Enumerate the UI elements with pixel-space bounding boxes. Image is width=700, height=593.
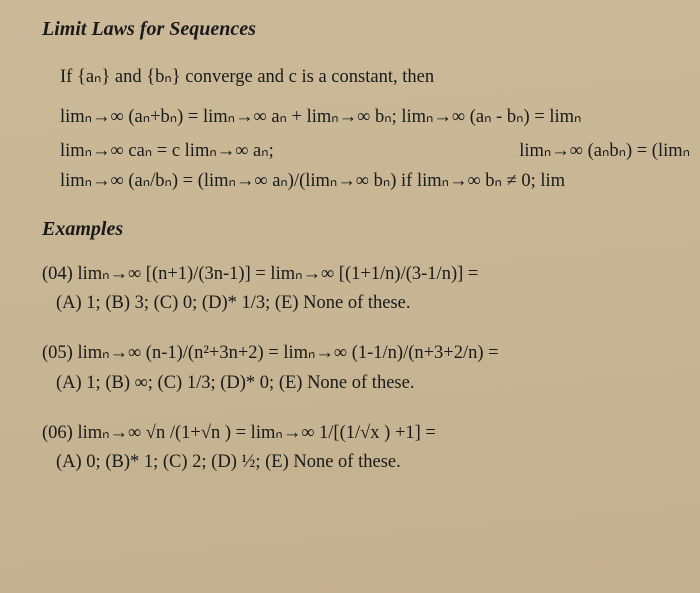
example-06-statement: (06) limₙ→∞ √n /(1+√n ) = limₙ→∞ 1/[(1/√… [42,423,436,443]
example-05-statement: (05) limₙ→∞ (n-1)/(n²+3n+2) = limₙ→∞ (1-… [42,343,499,363]
intro-text: If {aₙ} and {bₙ} converge and c is a con… [42,63,690,92]
example-04: (04) limₙ→∞ [(n+1)/(3n-1)] = limₙ→∞ [(1+… [42,261,690,319]
example-06-choices: (A) 0; (B)* 1; (C) 2; (D) ½; (E) None of… [42,449,690,477]
example-06: (06) limₙ→∞ √n /(1+√n ) = limₙ→∞ 1/[(1/√… [42,420,690,478]
example-05-choices: (A) 1; (B) ∞; (C) 1/3; (D)* 0; (E) None … [42,370,690,398]
section-title: Limit Laws for Sequences [42,18,690,41]
example-04-choices: (A) 1; (B) 3; (C) 0; (D)* 1/3; (E) None … [42,290,690,318]
examples-heading: Examples [42,218,690,241]
example-04-statement: (04) limₙ→∞ [(n+1)/(3n-1)] = limₙ→∞ [(1+… [42,264,478,284]
law-scalar-product-row: limₙ→∞ caₙ = c limₙ→∞ aₙ; limₙ→∞ (aₙbₙ) … [42,140,690,162]
law-quotient: limₙ→∞ (aₙ/bₙ) = (limₙ→∞ aₙ)/(limₙ→∞ bₙ)… [42,170,690,192]
law-scalar: limₙ→∞ caₙ = c limₙ→∞ aₙ; [60,140,274,162]
law-product: limₙ→∞ (aₙbₙ) = (limₙ [519,140,690,162]
example-05: (05) limₙ→∞ (n-1)/(n²+3n+2) = limₙ→∞ (1-… [42,340,690,398]
law-sum-diff: limₙ→∞ (aₙ+bₙ) = limₙ→∞ aₙ + limₙ→∞ bₙ; … [42,106,690,128]
page-root: Limit Laws for Sequences If {aₙ} and {bₙ… [0,0,700,593]
